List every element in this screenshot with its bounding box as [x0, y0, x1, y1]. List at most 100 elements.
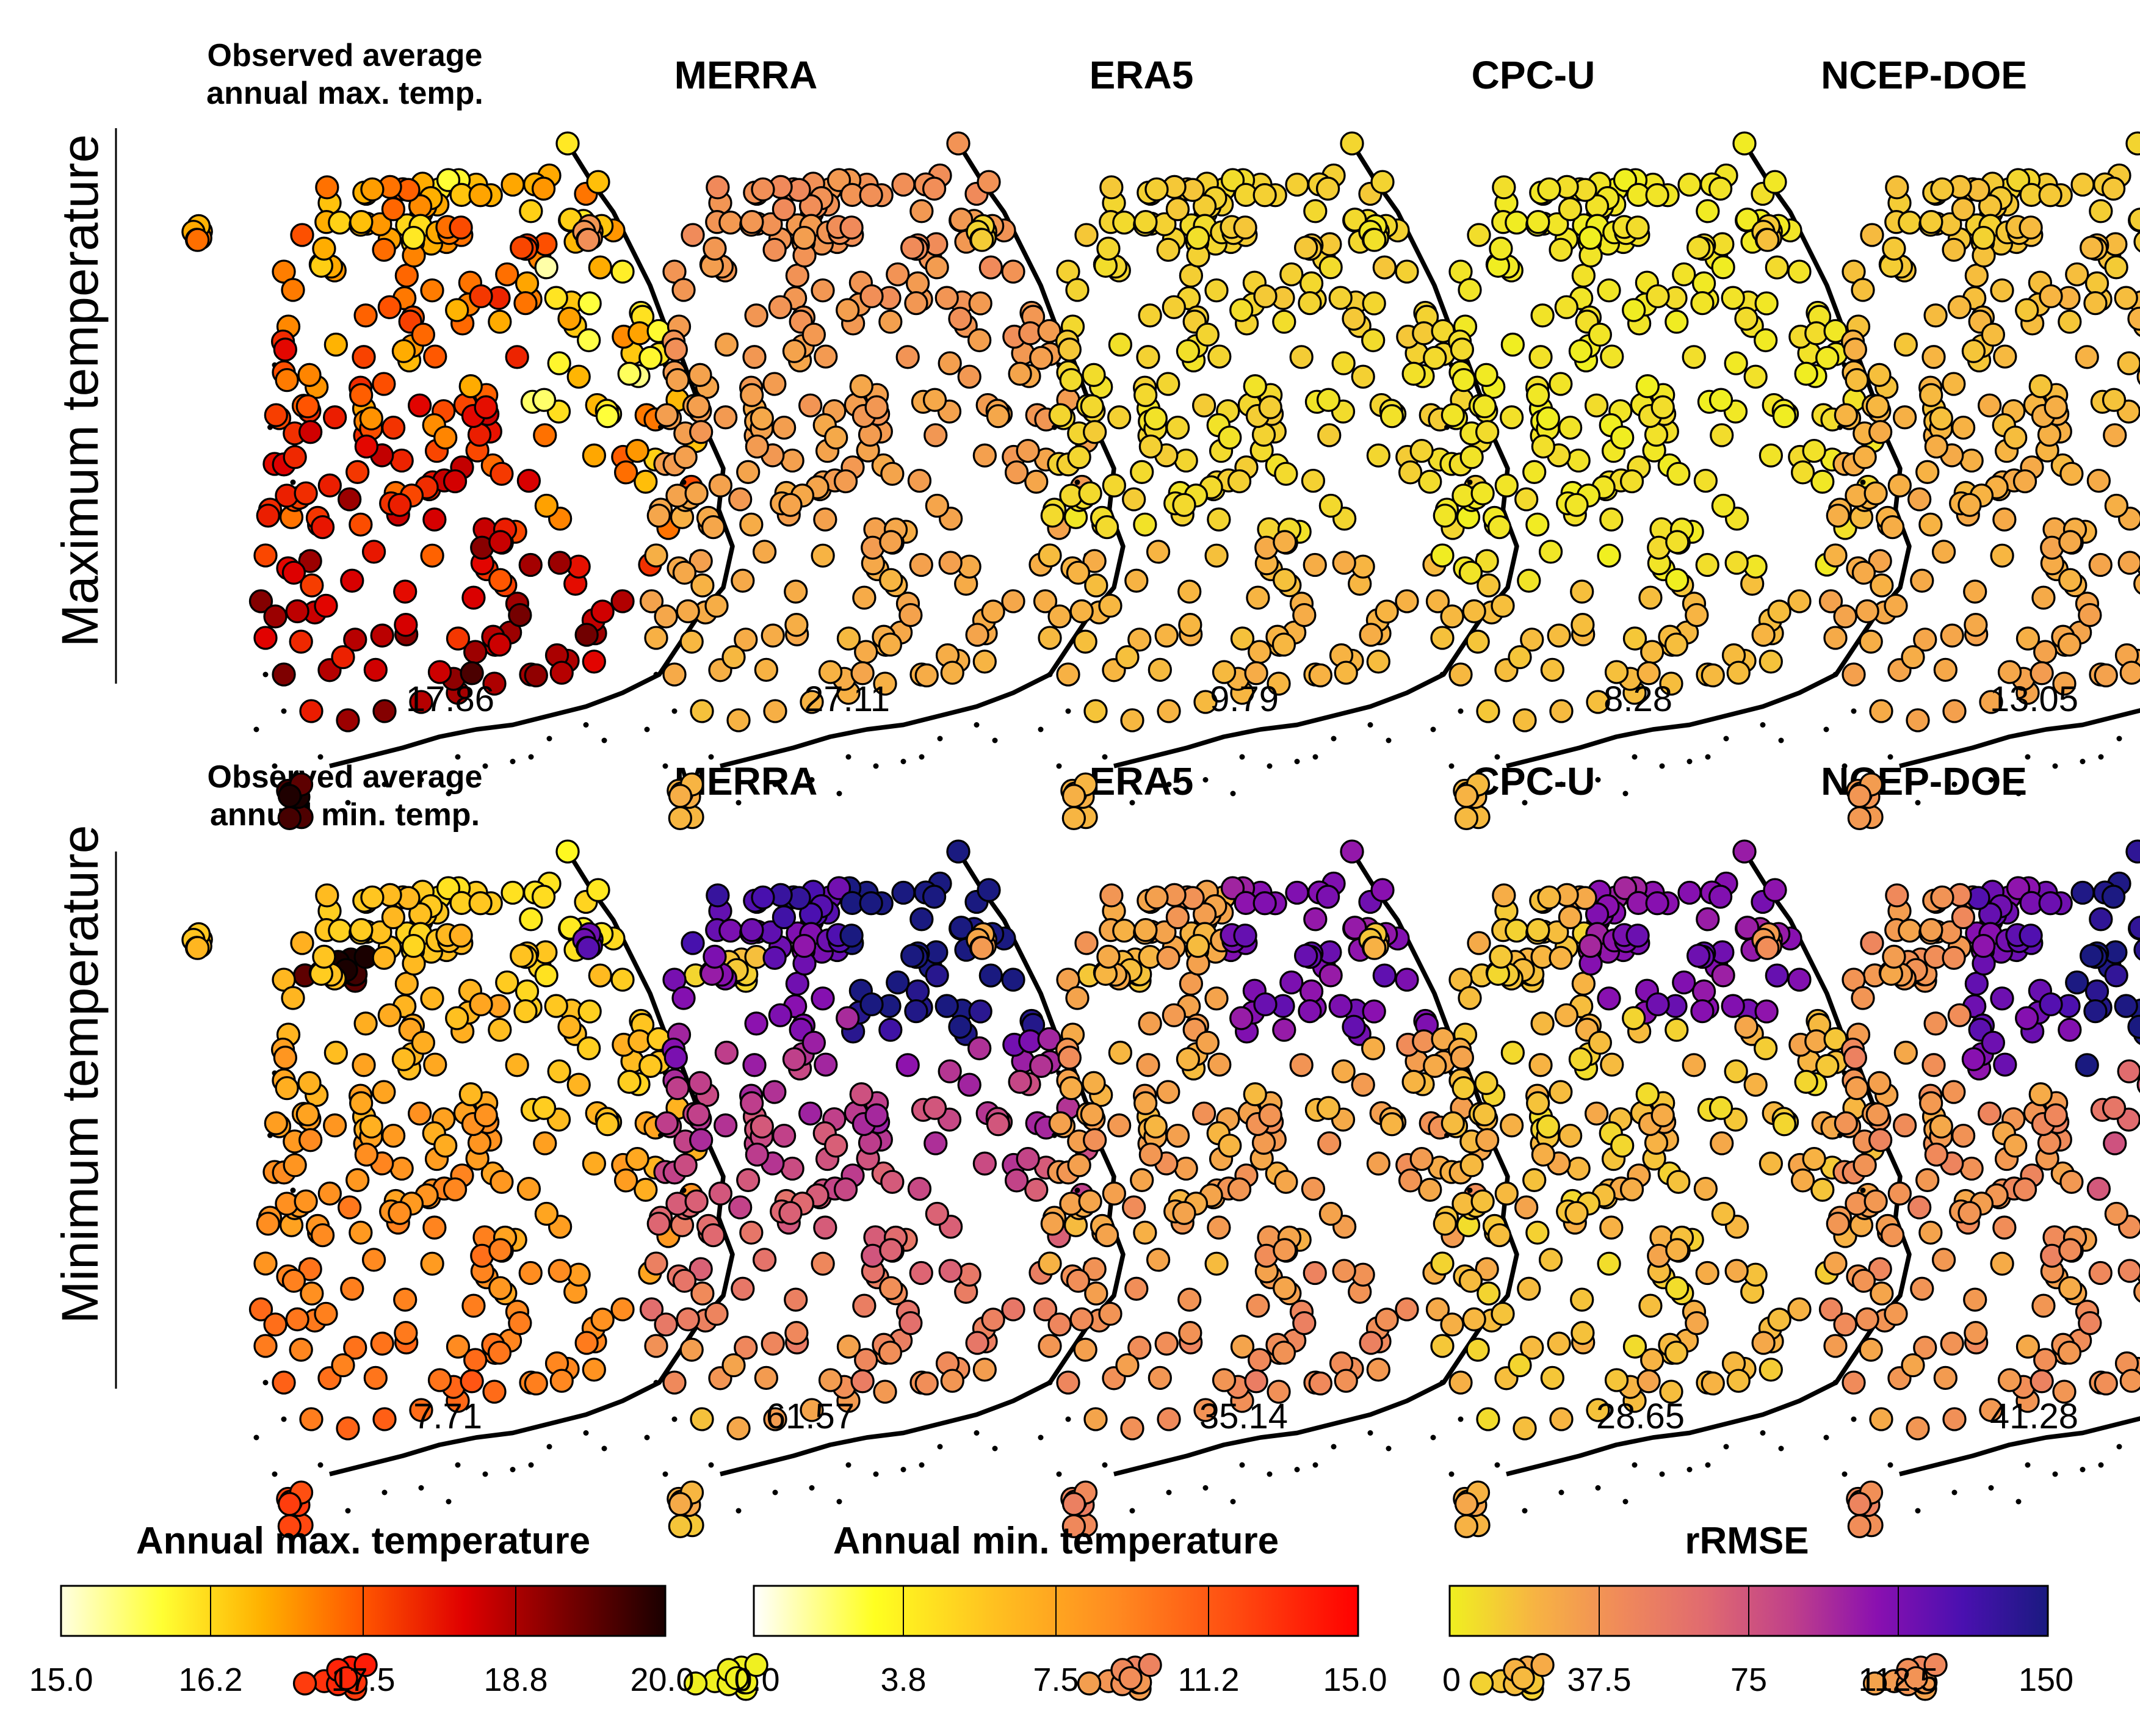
station-marker [625, 1146, 649, 1171]
station-marker [1008, 361, 1032, 386]
station-marker [1102, 1181, 1126, 1206]
station-marker [864, 395, 889, 419]
islet [873, 763, 879, 769]
station-marker [2101, 176, 2126, 201]
station-marker [458, 374, 483, 399]
station-marker [322, 405, 347, 430]
islet [974, 1430, 980, 1436]
station-marker [891, 880, 916, 905]
station-marker [574, 1331, 599, 1355]
coastline [329, 850, 735, 1477]
station-marker [300, 1281, 324, 1306]
station-marker [1664, 632, 1689, 657]
station-marker [505, 1053, 529, 1077]
station-marker [1951, 905, 1976, 930]
station-marker [688, 363, 712, 387]
station-marker [1765, 963, 1789, 988]
islet [1047, 671, 1053, 678]
islet [1558, 1489, 1564, 1495]
station-marker [1930, 177, 1954, 201]
station-marker [2006, 876, 2031, 900]
islet [900, 1467, 906, 1472]
islet [708, 1462, 714, 1468]
station-marker [420, 543, 444, 568]
station-marker [703, 944, 727, 969]
station-marker [745, 1142, 770, 1167]
station-marker [1964, 971, 1989, 996]
station-marker [1176, 1047, 1201, 1071]
station-marker [798, 1101, 823, 1126]
station-marker [1931, 1248, 1956, 1272]
station-marker [1248, 1348, 1272, 1372]
station-marker [1924, 1142, 1949, 1167]
station-marker [2104, 255, 2128, 280]
station-marker [461, 1293, 486, 1318]
station-marker [1099, 883, 1124, 908]
station-marker [967, 1036, 992, 1061]
station-marker [1122, 1195, 1146, 1220]
station-marker [2104, 963, 2128, 988]
station-marker [531, 176, 556, 201]
station-marker [1476, 1407, 1500, 1431]
station-marker [811, 1251, 835, 1276]
station-marker [1993, 344, 2017, 369]
map-panel-1-0 [181, 839, 735, 1701]
station-marker [1957, 493, 1982, 517]
station-marker [407, 1101, 432, 1126]
islet [1522, 800, 1528, 806]
station-marker [389, 448, 414, 473]
station-marker [1037, 319, 1061, 343]
islet [1705, 754, 1711, 760]
station-marker [1622, 1006, 1646, 1030]
station-marker [904, 291, 928, 316]
station-marker [762, 237, 787, 262]
islet [1778, 737, 1784, 743]
islet [528, 754, 534, 760]
station-marker [949, 916, 974, 940]
islet [1367, 722, 1373, 728]
station-marker [381, 1123, 406, 1148]
station-marker [2102, 1096, 2127, 1120]
station-marker [1057, 338, 1082, 362]
station-marker [544, 994, 568, 1018]
station-marker [1571, 613, 1595, 637]
station-marker [1787, 259, 1812, 284]
islet [1074, 1187, 1080, 1193]
station-marker [750, 406, 774, 431]
station-marker [1993, 1052, 2017, 1077]
station-marker [338, 1195, 362, 1220]
station-marker [1174, 1156, 1198, 1181]
station-marker [423, 1052, 447, 1077]
station-marker [322, 1113, 347, 1138]
station-marker [1907, 487, 1932, 512]
station-marker [516, 1176, 541, 1201]
station-marker [1094, 515, 1119, 540]
station-marker [370, 1331, 394, 1356]
station-marker [1230, 626, 1255, 651]
station-marker [1665, 1276, 1690, 1300]
station-marker [1332, 551, 1356, 575]
islet [1202, 777, 1209, 783]
station-marker [314, 1301, 338, 1326]
station-marker [638, 1054, 663, 1078]
station-marker [1635, 1082, 1660, 1107]
station-marker [1292, 1311, 1317, 1336]
islet [708, 754, 714, 760]
station-marker [1659, 671, 1683, 696]
station-marker [1997, 1368, 2022, 1392]
station-marker [946, 131, 971, 156]
station-marker [740, 383, 764, 407]
station-marker [1253, 284, 1278, 309]
station-marker [1359, 1331, 1383, 1355]
station-marker [474, 1103, 498, 1127]
station-marker [1759, 1358, 1783, 1382]
station-marker [1584, 393, 1609, 418]
coastline [1899, 142, 2140, 769]
station-marker [1315, 884, 1340, 909]
station-marker [668, 806, 692, 831]
station-marker [1193, 690, 1218, 714]
station-marker [1048, 1111, 1072, 1135]
station-marker [739, 1220, 764, 1245]
station-marker [1146, 1248, 1171, 1272]
station-marker [394, 263, 419, 288]
